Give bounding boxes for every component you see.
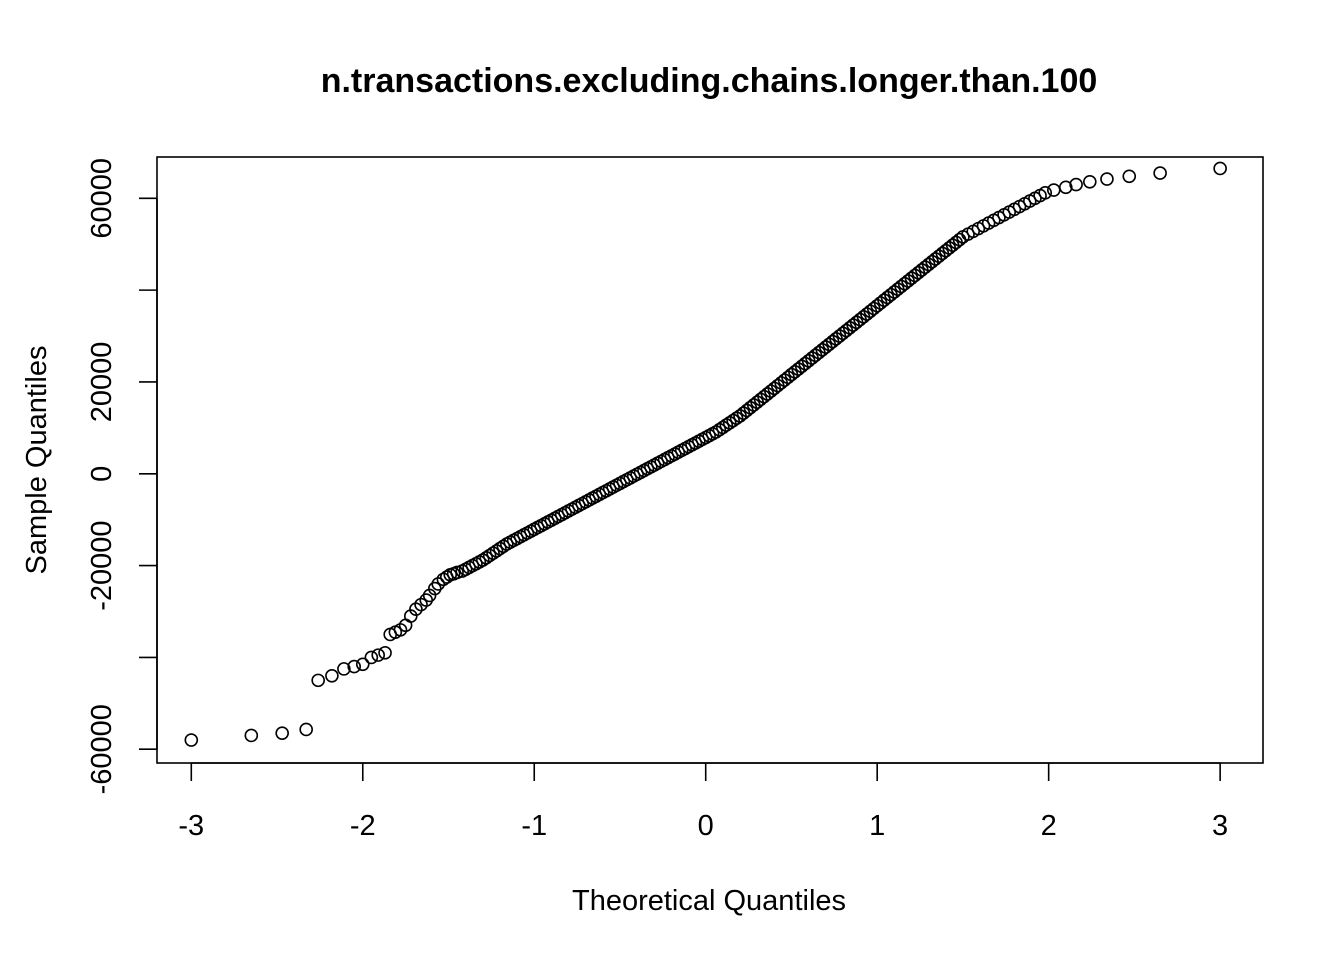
- data-point: [398, 618, 413, 633]
- data-point: [479, 550, 494, 565]
- data-point: [325, 668, 339, 683]
- data-point: [1100, 172, 1114, 186]
- data-point: [729, 411, 744, 426]
- x-axis: -3 -2 -1 0 1 2 3: [178, 762, 1228, 842]
- data-point: [364, 650, 379, 665]
- data-point: [709, 425, 723, 439]
- data-point: [337, 662, 351, 676]
- x-axis-label: Theoretical Quantiles: [572, 885, 846, 917]
- data-point: [475, 553, 490, 567]
- data-point: [311, 673, 325, 688]
- y-axis: -60000 -20000 0 20000 60000: [86, 158, 158, 794]
- data-point: [1153, 166, 1167, 180]
- data-point: [493, 541, 507, 556]
- data-point: [1038, 186, 1053, 200]
- data-point: [371, 648, 386, 662]
- x-tick-label: 0: [698, 810, 714, 842]
- data-point: [184, 733, 199, 747]
- y-axis-label: Sample Quantiles: [21, 346, 53, 575]
- data-point: [244, 728, 259, 743]
- data-point: [1083, 174, 1097, 189]
- x-tick-label: -2: [350, 810, 376, 842]
- chart-title: n.transactions.excluding.chains.longer.t…: [321, 62, 1098, 100]
- y-tick-label: 20000: [86, 342, 118, 423]
- data-point: [1047, 183, 1061, 197]
- y-tick-label: 0: [86, 466, 118, 482]
- data-point: [299, 722, 313, 737]
- data-point: [489, 544, 504, 558]
- x-tick-label: 1: [869, 810, 885, 842]
- data-point: [726, 413, 740, 428]
- data-point: [719, 418, 734, 432]
- data-point: [486, 546, 500, 560]
- data-point: [1213, 161, 1227, 176]
- data-point: [378, 646, 392, 660]
- data-point: [275, 726, 289, 740]
- data-points: [184, 161, 1227, 747]
- x-tick-label: -3: [178, 810, 204, 842]
- data-point: [716, 420, 730, 435]
- data-point: [450, 565, 464, 580]
- data-point: [1069, 177, 1083, 192]
- y-tick-label: -20000: [86, 520, 118, 610]
- data-point: [355, 657, 370, 672]
- plot-frame: [156, 156, 1264, 764]
- data-point: [712, 422, 727, 437]
- data-point: [496, 539, 511, 554]
- x-tick-label: -1: [521, 810, 547, 842]
- x-tick-label: 2: [1041, 810, 1057, 842]
- data-point: [1122, 169, 1137, 184]
- data-point: [1059, 180, 1073, 195]
- data-point: [347, 659, 361, 674]
- data-point: [722, 416, 737, 430]
- y-tick-label: 60000: [86, 158, 118, 239]
- y-tick-label: -60000: [86, 704, 118, 794]
- data-point: [436, 572, 451, 587]
- x-tick-label: 3: [1212, 810, 1228, 842]
- data-point: [482, 548, 497, 563]
